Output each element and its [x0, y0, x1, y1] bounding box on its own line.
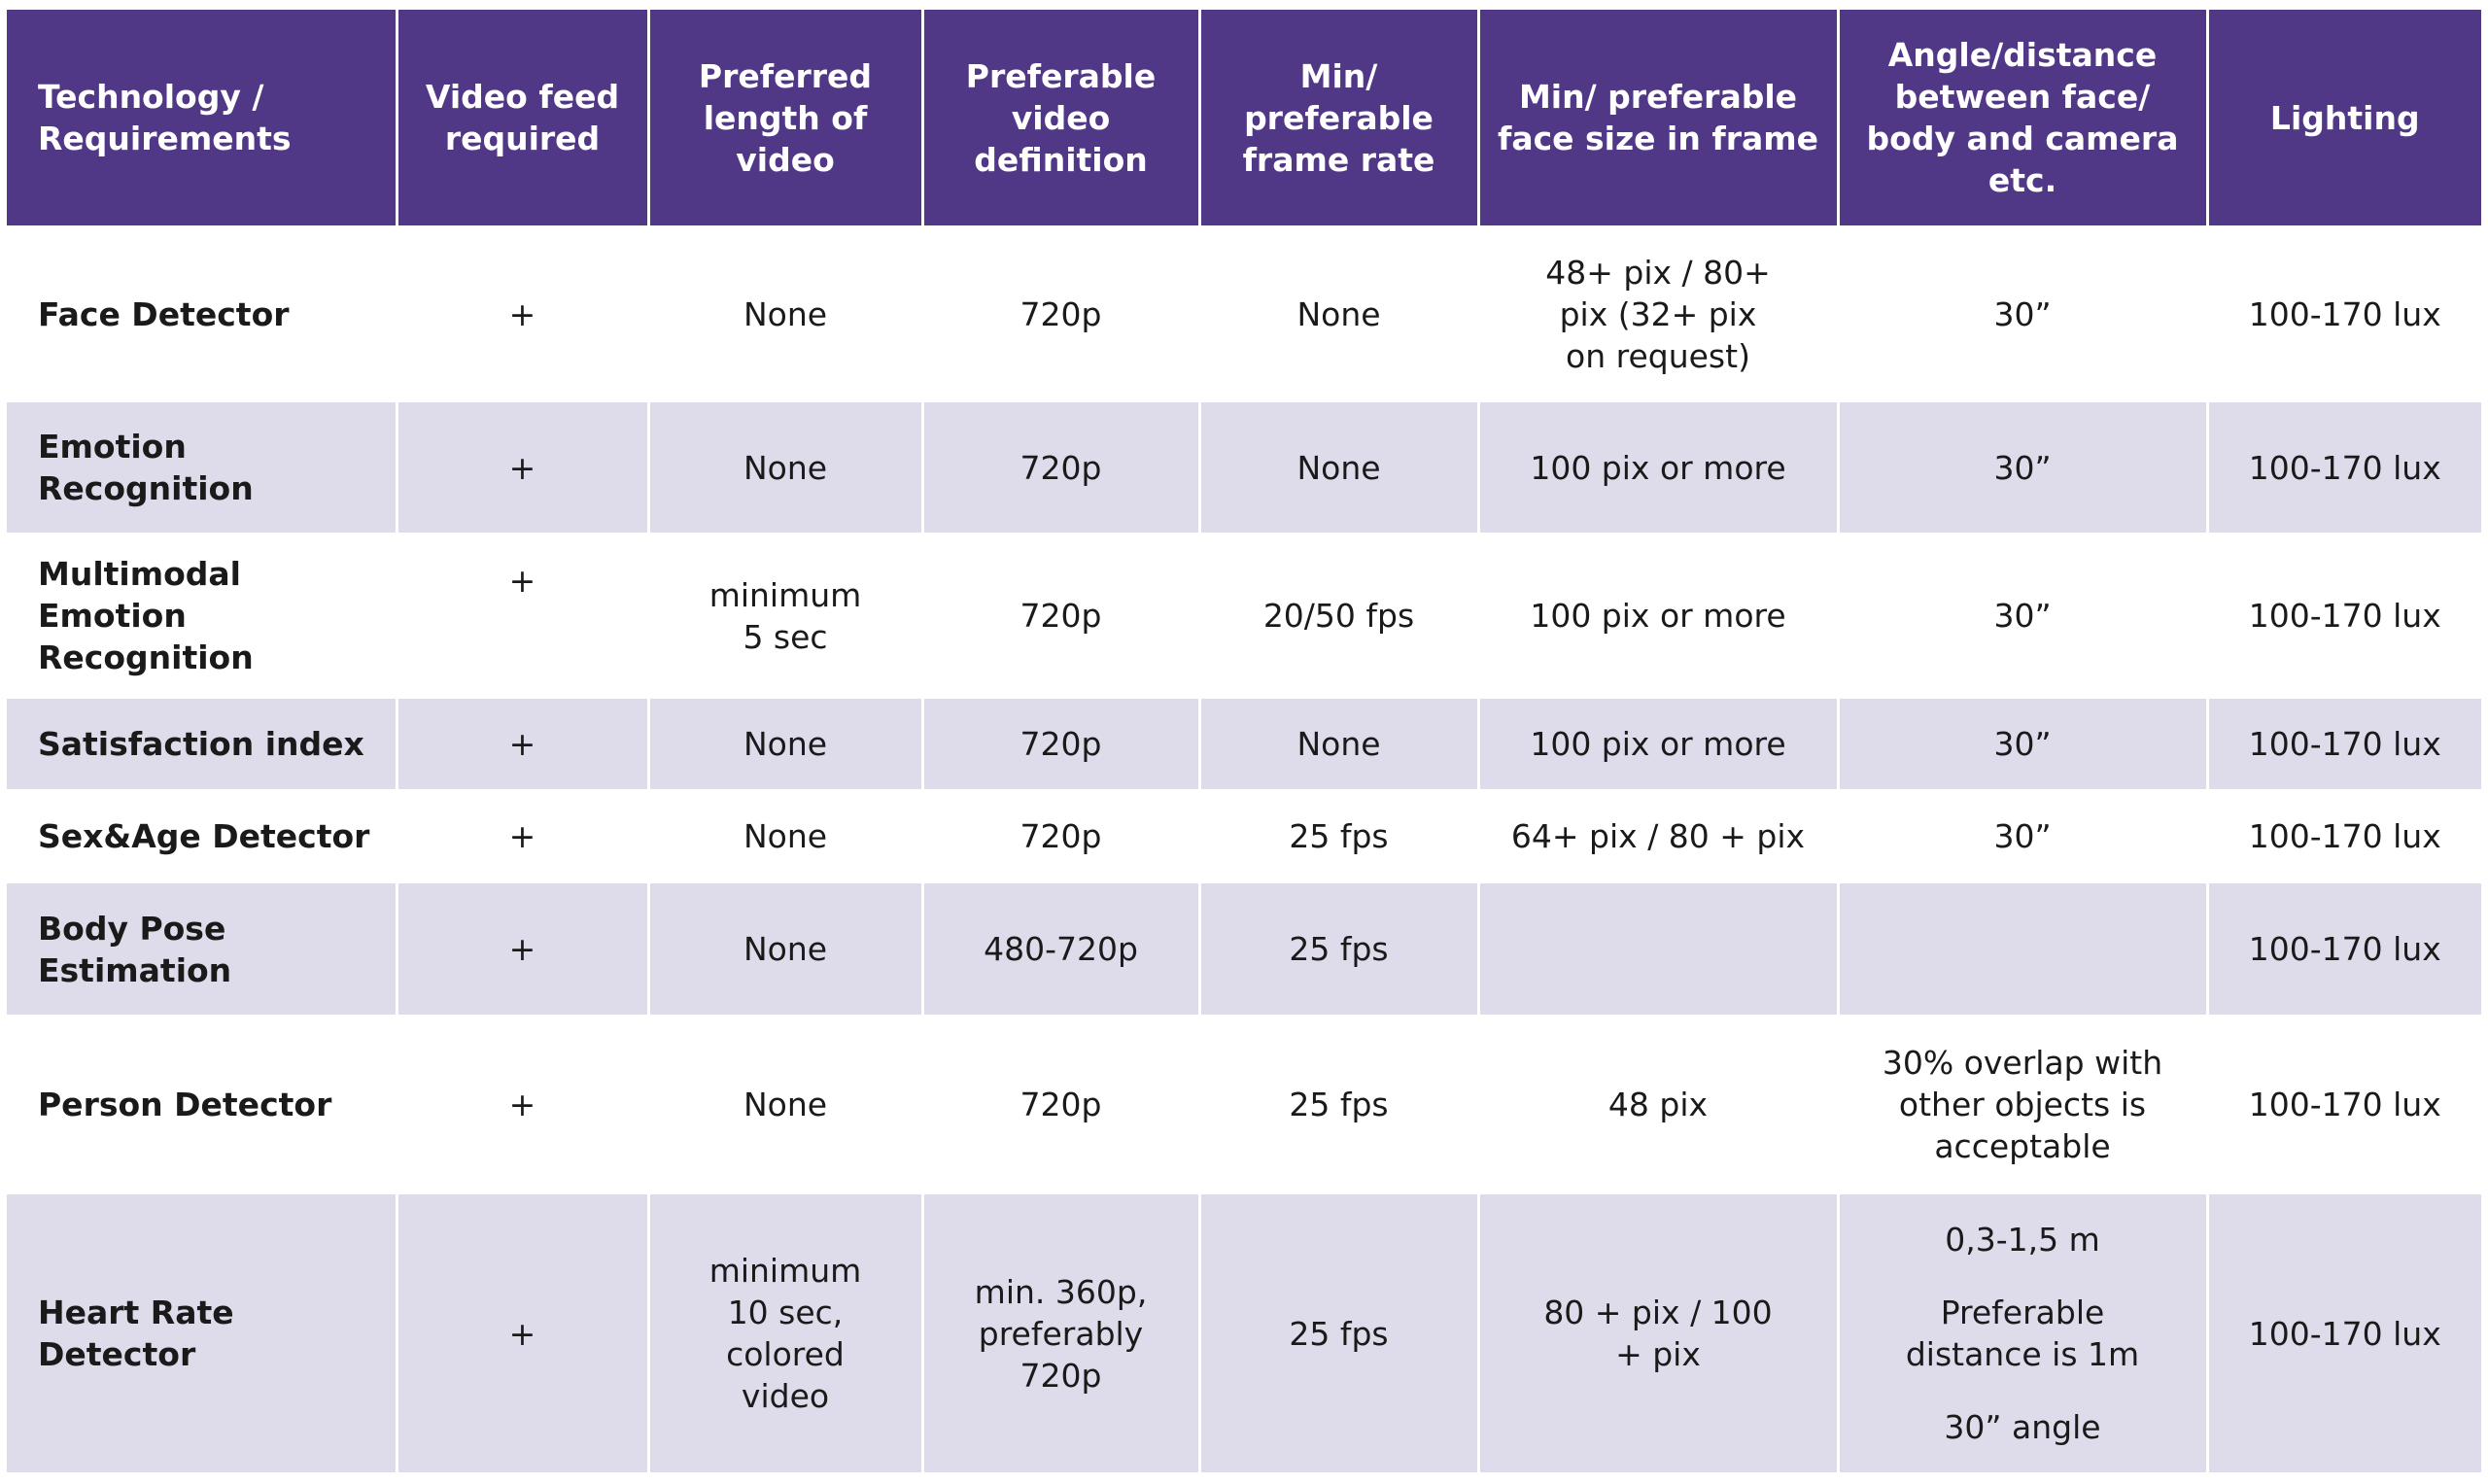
cell-video-feed: + [397, 1015, 650, 1194]
cell-video-feed: + [397, 699, 650, 789]
cell-lighting: 100-170 lux [2248, 448, 2441, 487]
cell-angle: 30” [1838, 225, 2209, 402]
table-row: Emotion Recognition + None 720p None 100… [7, 402, 2481, 533]
cell-angle [1838, 883, 2209, 1015]
angle-distance-range: 0,3-1,5 m [1945, 1221, 2100, 1259]
cell-frame-rate: 25 fps [1199, 1015, 1480, 1194]
table-row: Heart Rate Detector + minimum 10 sec, co… [7, 1194, 2481, 1472]
row-technology: Face Detector [7, 225, 398, 402]
cell-frame-rate: 25 fps [1199, 789, 1480, 883]
row-technology: Multimodal Emotion Recognition [7, 533, 398, 699]
cell-lighting: 100-170 lux [2248, 1086, 2441, 1123]
column-header-angle: Angle/distance between face/ body and ca… [1838, 10, 2209, 225]
cell-lighting: 100-170 lux [2248, 817, 2441, 855]
table-row: Person Detector + None 720p 25 fps 48 pi… [7, 1015, 2481, 1194]
cell-face-size: 100 pix or more [1478, 533, 1840, 699]
cell-angle: 30” [1838, 789, 2209, 883]
cell-length: None [648, 883, 924, 1015]
column-header-frame-rate: Min/ preferable frame rate [1199, 10, 1480, 225]
cell-length: None [648, 225, 924, 402]
cell-video-feed: + [397, 1194, 650, 1472]
table-row: Multimodal Emotion Recognition + minimum… [7, 533, 2481, 699]
cell-length: None [648, 789, 924, 883]
row-technology: Satisfaction index [7, 699, 398, 789]
cell-angle: 30” [1838, 533, 2209, 699]
cell-frame-rate: None [1199, 699, 1480, 789]
cell-definition: 720p [922, 699, 1201, 789]
cell-face-size: 48+ pix / 80+ pix (32+ pix on request) [1478, 225, 1840, 402]
cell-lighting: 100-170 lux [2248, 725, 2441, 763]
cell-frame-rate: None [1199, 402, 1480, 533]
cell-angle: 0,3-1,5 m Preferable distance is 1m 30” … [1838, 1194, 2209, 1472]
requirements-table: Technology / Requirements Video feed req… [7, 10, 2481, 1472]
cell-frame-rate: 25 fps [1199, 1194, 1480, 1472]
cell-length: None [648, 1015, 924, 1194]
column-header-face-size: Min/ preferable face size in frame [1478, 10, 1840, 225]
header-row: Technology / Requirements Video feed req… [7, 10, 2481, 225]
plus-mark: + [508, 562, 536, 600]
column-header-definition: Preferable video definition [922, 10, 1201, 225]
table-row: Face Detector + None 720p None 48+ pix /… [7, 225, 2481, 402]
row-technology: Person Detector [7, 1015, 398, 1194]
row-technology: Emotion Recognition [7, 402, 398, 533]
cell-lighting: 100-170 lux [2248, 597, 2441, 635]
column-header-video-feed: Video feed required [397, 10, 650, 225]
cell-definition: min. 360p, preferably 720p [922, 1194, 1201, 1472]
column-header-length: Preferred length of video [648, 10, 924, 225]
cell-face-size: 48 pix [1478, 1015, 1840, 1194]
cell-lighting: 100-170 lux [2248, 294, 2441, 333]
column-header-technology: Technology / Requirements [7, 10, 398, 225]
cell-face-size: 100 pix or more [1478, 699, 1840, 789]
cell-face-size [1478, 883, 1840, 1015]
cell-video-feed: + [397, 225, 650, 402]
cell-video-feed: + [397, 402, 650, 533]
cell-definition: 720p [922, 225, 1201, 402]
angle-degrees: 30” angle [1944, 1408, 2101, 1446]
cell-face-size: 80 + pix / 100 + pix [1478, 1194, 1840, 1472]
cell-angle: 30% overlap with other objects is accept… [1838, 1015, 2209, 1194]
table-row: Body Pose Estimation + None 480-720p 25 … [7, 883, 2481, 1015]
cell-angle: 30” [1838, 699, 2209, 789]
table-row: Sex&Age Detector + None 720p 25 fps 64+ … [7, 789, 2481, 883]
cell-video-feed: + [397, 789, 650, 883]
cell-lighting: 100-170 lux [2248, 930, 2441, 968]
spacer [1888, 1375, 2158, 1406]
row-technology: Heart Rate Detector [7, 1194, 398, 1472]
cell-definition: 720p [922, 533, 1201, 699]
cell-video-feed: + [397, 883, 650, 1015]
row-technology: Sex&Age Detector [7, 789, 398, 883]
spacer [1888, 1260, 2158, 1292]
cell-length: minimum 10 sec, colored video [648, 1194, 924, 1472]
cell-face-size: 100 pix or more [1478, 402, 1840, 533]
cell-length: minimum 5 sec [648, 533, 924, 699]
cell-definition: 720p [922, 402, 1201, 533]
cell-frame-rate: 25 fps [1199, 883, 1480, 1015]
column-header-lighting: Lighting [2269, 98, 2420, 137]
row-technology: Body Pose Estimation [7, 883, 398, 1015]
cell-face-size: 64+ pix / 80 + pix [1478, 789, 1840, 883]
cell-definition: 480-720p [922, 883, 1201, 1015]
cell-length: None [648, 699, 924, 789]
cell-angle: 30” [1838, 402, 2209, 533]
cell-video-feed: + [397, 533, 650, 699]
cell-length: None [648, 402, 924, 533]
cell-frame-rate: None [1199, 225, 1480, 402]
cell-lighting: 100-170 lux [2248, 1314, 2441, 1353]
angle-preferable-distance: Preferable distance is 1m [1905, 1294, 2140, 1373]
cell-definition: 720p [922, 1015, 1201, 1194]
table-row: Satisfaction index + None 720p None 100 … [7, 699, 2481, 789]
cell-definition: 720p [922, 789, 1201, 883]
cell-frame-rate: 20/50 fps [1199, 533, 1480, 699]
